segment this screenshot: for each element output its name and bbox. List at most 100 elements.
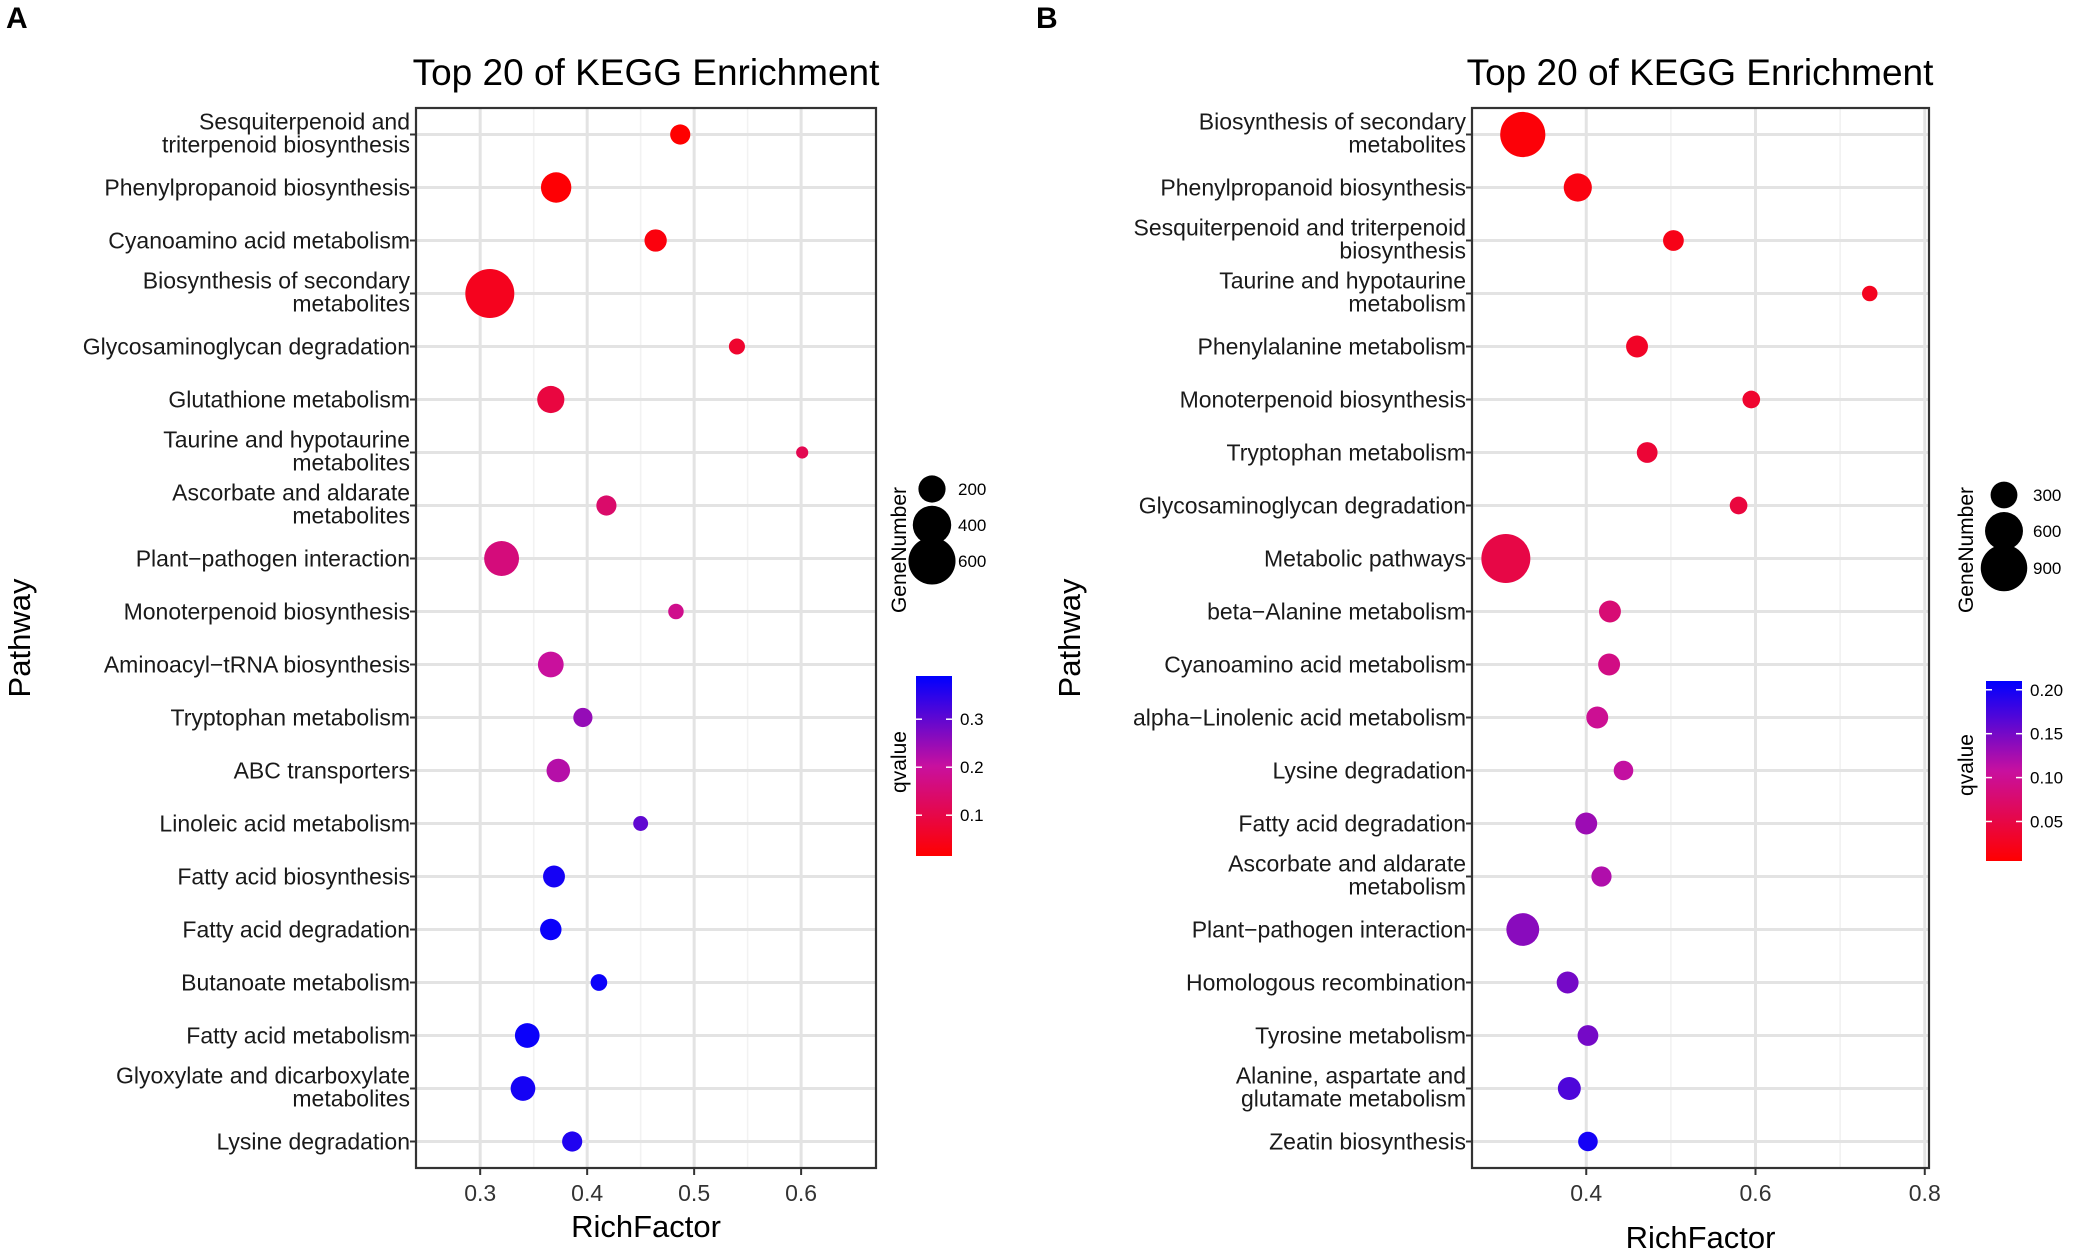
- pathway-label: Tryptophan metabolism: [171, 705, 410, 731]
- data-point: [1577, 1025, 1599, 1046]
- x-tick-label: 0.6: [785, 1180, 817, 1206]
- pathway-label-line: glutamate metabolism: [1241, 1086, 1466, 1112]
- data-point: [1578, 1131, 1598, 1152]
- pathway-label: Phenylalanine metabolism: [1198, 334, 1467, 360]
- pathway-label-line: triterpenoid biosynthesis: [162, 132, 410, 158]
- pathway-label: Linoleic acid metabolism: [159, 811, 410, 837]
- data-point: [484, 541, 520, 576]
- pathway-label: Glycosaminoglycan degradation: [1139, 493, 1466, 519]
- data-point: [670, 124, 691, 145]
- pathway-label: Fatty acid degradation: [1238, 811, 1466, 837]
- data-point: [543, 865, 565, 888]
- color-legend: qvalue 0.05 0.10 0.15 0.20: [1955, 681, 2063, 861]
- pathway-label: Glyoxylate and dicarboxylate metabolites: [116, 1063, 410, 1112]
- data-point: [1598, 653, 1621, 676]
- data-point: [1557, 1077, 1581, 1100]
- pathway-label: Sesquiterpenoid and triterpenoid biosynth…: [1134, 215, 1466, 264]
- color-legend-label: 0.15: [2030, 725, 2063, 744]
- pathway-label: Taurine and hypotaurine metabolites: [163, 427, 410, 476]
- data-point: [590, 974, 608, 991]
- pathway-label: Lysine degradation: [216, 1129, 410, 1155]
- panel-a: A Top 20 of KEGG EnrichmentSesquiterpenoi…: [2, 2, 986, 1244]
- data-point: [540, 172, 572, 203]
- pathway-label: Phenylpropanoid biosynthesis: [1160, 175, 1466, 201]
- data-point: [1506, 913, 1540, 946]
- data-point: [514, 1023, 540, 1048]
- pathway-label-line: Alanine, aspartate and: [1236, 1063, 1466, 1089]
- data-point: [1613, 760, 1634, 781]
- x-tick-label: 0.8: [1909, 1180, 1941, 1206]
- x-axis-title: RichFactor: [1626, 1220, 1776, 1251]
- pathway-label-line: Phenylpropanoid biosynthesis: [104, 175, 410, 201]
- color-legend-label: 0.10: [2030, 769, 2063, 788]
- pathway-label: ABC transporters: [234, 758, 410, 784]
- pathway-label: Biosynthesis of secondary metabolites: [1199, 109, 1467, 158]
- pathway-label: Phenylpropanoid biosynthesis: [104, 175, 410, 201]
- pathway-label-line: metabolites: [292, 450, 410, 476]
- size-legend-circle: [1990, 481, 2018, 509]
- size-legend-circle: [908, 537, 956, 585]
- pathway-label-line: Lysine degradation: [1272, 758, 1466, 784]
- pathway-label-line: Sesquiterpenoid and: [199, 109, 410, 135]
- data-point: [1500, 111, 1546, 158]
- pathway-label-line: Monoterpenoid biosynthesis: [124, 599, 410, 625]
- y-axis-title: Pathway: [1052, 578, 1087, 697]
- data-point: [633, 816, 649, 831]
- pathway-label-line: Monoterpenoid biosynthesis: [1180, 387, 1466, 413]
- color-legend-bar: [916, 676, 952, 856]
- color-legend-bar: [1986, 681, 2022, 861]
- size-legend-label: 900: [2033, 559, 2061, 578]
- data-point: [1481, 534, 1531, 583]
- data-point: [1563, 173, 1592, 202]
- pathway-label-line: Metabolic pathways: [1264, 546, 1466, 572]
- pathway-label: Metabolic pathways: [1264, 546, 1466, 572]
- pathway-label: Fatty acid metabolism: [186, 1023, 410, 1049]
- data-point: [728, 338, 745, 355]
- pathway-label-line: Taurine and hypotaurine: [163, 427, 410, 453]
- pathway-label-line: biosynthesis: [1339, 238, 1466, 264]
- pathway-label: Fatty acid degradation: [182, 917, 410, 943]
- data-point: [1598, 600, 1621, 623]
- data-point: [1862, 285, 1878, 302]
- data-point: [540, 918, 562, 941]
- pathway-label-line: Homologous recombination: [1186, 970, 1466, 996]
- color-legend: qvalue 0.1 0.2 0.3: [888, 676, 984, 856]
- grid-lines: [416, 108, 876, 1168]
- pathway-label-line: ABC transporters: [234, 758, 410, 784]
- pathway-label-line: metabolites: [292, 503, 410, 529]
- pathway-label-line: Lysine degradation: [216, 1129, 410, 1155]
- pathway-label-line: Glyoxylate and dicarboxylate: [116, 1063, 410, 1089]
- data-points: [465, 124, 809, 1152]
- x-tick-label: 0.3: [464, 1180, 496, 1206]
- grid-lines: [1472, 108, 1929, 1168]
- pathway-label-line: Plant−pathogen interaction: [1192, 917, 1466, 943]
- pathway-label: Cyanoamino acid metabolism: [1164, 652, 1466, 678]
- pathway-label-line: alpha−Linolenic acid metabolism: [1133, 705, 1466, 731]
- x-tick-label: 0.6: [1740, 1180, 1772, 1206]
- pathway-label-line: Butanoate metabolism: [181, 970, 410, 996]
- color-legend-label: 0.05: [2030, 812, 2063, 831]
- pathway-label: Plant−pathogen interaction: [1192, 917, 1466, 943]
- pathway-label-line: Ascorbate and aldarate: [1228, 851, 1466, 877]
- pathway-label-line: Glycosaminoglycan degradation: [83, 334, 410, 360]
- pathway-label-line: Tryptophan metabolism: [1227, 440, 1466, 466]
- data-point: [573, 707, 593, 728]
- x-axis-ticks: 0.4 0.6 0.8: [1570, 1168, 1941, 1206]
- data-point: [537, 651, 564, 678]
- pathway-label: Zeatin biosynthesis: [1269, 1129, 1466, 1155]
- pathway-label-line: Phenylpropanoid biosynthesis: [1160, 175, 1466, 201]
- pathway-label-line: Zeatin biosynthesis: [1269, 1129, 1466, 1155]
- pathway-label-line: Biosynthesis of secondary: [1199, 109, 1467, 135]
- pathway-label-line: Aminoacyl−tRNA biosynthesis: [104, 652, 410, 678]
- chart-title: Top 20 of KEGG Enrichment: [1467, 52, 1935, 93]
- data-points: [1481, 111, 1878, 1152]
- pathway-label-line: Glutathione metabolism: [168, 387, 410, 413]
- pathway-label-line: Glycosaminoglycan degradation: [1139, 493, 1466, 519]
- y-tick-labels: Biosynthesis of secondary metabolites Phen…: [1133, 109, 1472, 1155]
- color-legend-title: qvalue: [1955, 734, 1978, 796]
- pathway-label: Taurine and hypotaurine metabolism: [1219, 268, 1466, 317]
- pathway-label-line: beta−Alanine metabolism: [1207, 599, 1466, 625]
- color-legend-label: 0.20: [2030, 681, 2063, 700]
